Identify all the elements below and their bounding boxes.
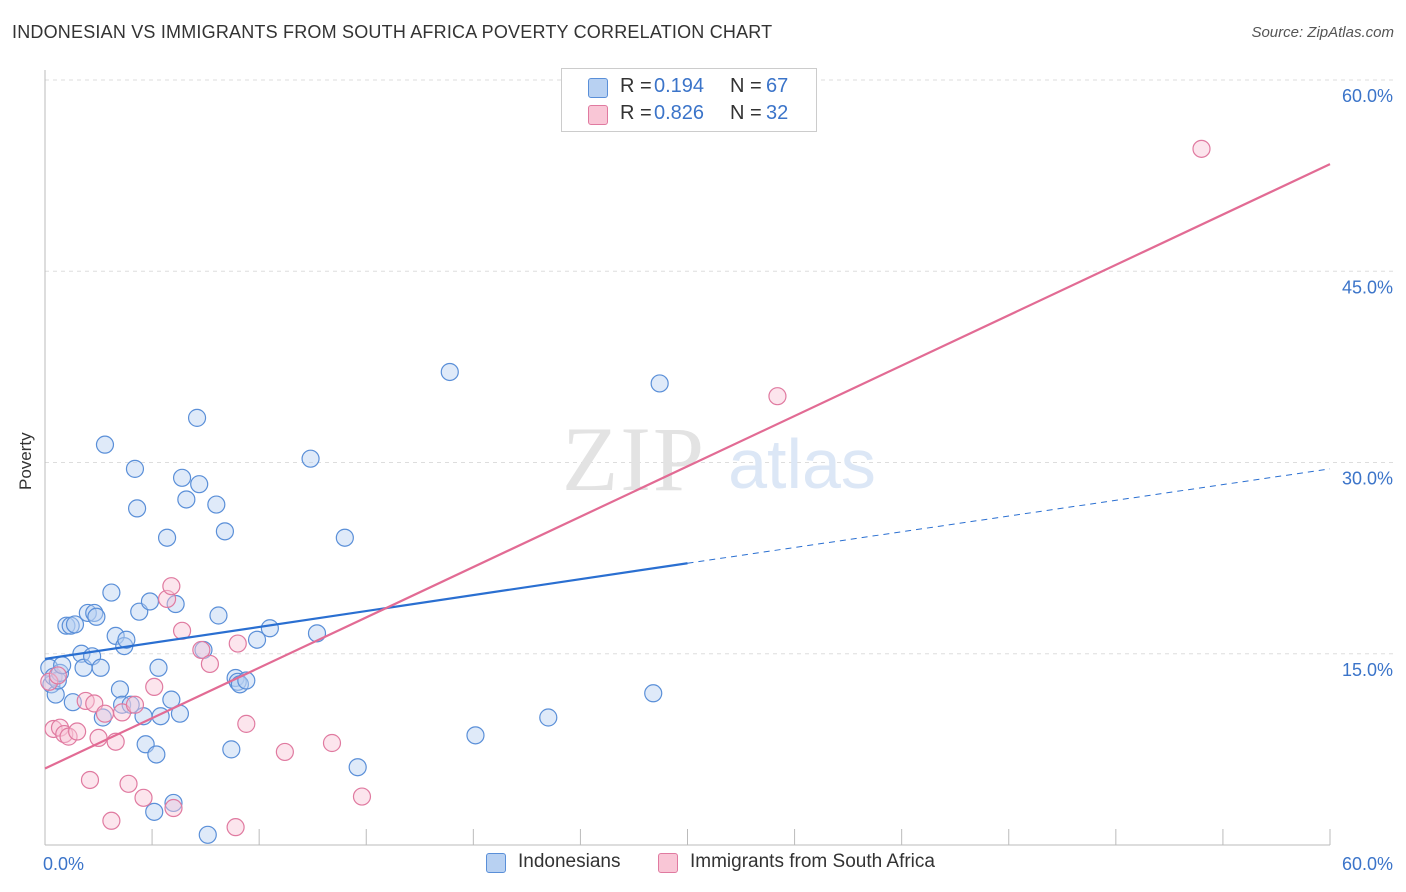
n-label: N =: [730, 102, 762, 124]
y-tick-label: 45.0%: [1342, 277, 1393, 297]
y-tick-label: 15.0%: [1342, 660, 1393, 680]
point-indonesians: [247, 630, 267, 649]
y-axis-label: Poverty: [16, 432, 35, 490]
point-indonesians: [209, 606, 228, 625]
point-south-africa: [768, 387, 787, 406]
point-indonesians: [301, 449, 320, 468]
legend-swatch-pink: [588, 105, 608, 125]
trend-line-indonesians-extrapolated: [687, 468, 1331, 564]
point-indonesians: [215, 522, 234, 541]
point-indonesians: [260, 619, 279, 638]
point-south-africa: [162, 577, 181, 596]
point-indonesians: [177, 490, 196, 509]
x-tick-label: 0.0%: [43, 854, 84, 874]
point-indonesians: [140, 592, 160, 611]
point-indonesians: [65, 615, 85, 634]
point-indonesians: [110, 680, 130, 699]
point-indonesians: [335, 528, 354, 547]
point-south-africa: [125, 695, 145, 714]
r-label: R =: [620, 75, 652, 97]
point-south-africa: [119, 774, 138, 793]
axes: [44, 70, 1331, 846]
point-south-africa: [164, 798, 183, 818]
point-indonesians: [63, 693, 82, 712]
watermark-atlas: atlas: [728, 425, 876, 503]
y-tick-label: 60.0%: [1342, 86, 1393, 106]
legend-swatch-blue: [588, 78, 608, 98]
point-south-africa: [134, 788, 153, 807]
trend-line-south-africa: [44, 163, 1331, 770]
point-south-africa: [352, 787, 372, 806]
point-indonesians: [117, 630, 136, 649]
legend-label: Immigrants from South Africa: [690, 851, 935, 872]
trend-lines: [44, 163, 1331, 770]
r-value: 0.826: [654, 102, 705, 124]
point-south-africa: [1192, 139, 1211, 158]
point-indonesians: [95, 435, 115, 454]
point-south-africa: [95, 704, 115, 723]
point-indonesians: [650, 374, 669, 393]
legend-swatch-blue: [486, 853, 506, 873]
point-indonesians: [127, 499, 147, 518]
point-indonesians: [166, 594, 185, 614]
point-indonesians: [149, 658, 168, 677]
point-indonesians: [539, 708, 558, 727]
point-indonesians: [466, 726, 485, 745]
point-indonesians: [145, 802, 164, 821]
point-south-africa: [145, 677, 164, 697]
y-tick-label: 30.0%: [1342, 469, 1393, 489]
point-indonesians: [198, 825, 217, 844]
point-indonesians: [157, 528, 177, 547]
point-south-africa: [59, 727, 78, 746]
point-indonesians: [78, 603, 97, 623]
legend-swatch-pink: [658, 853, 678, 873]
r-label: R =: [620, 102, 652, 124]
point-south-africa: [275, 742, 294, 762]
x-tick-label: 60.0%: [1342, 854, 1393, 874]
point-indonesians: [307, 624, 327, 643]
point-south-africa: [68, 722, 87, 741]
point-indonesians: [190, 475, 209, 494]
point-south-africa: [226, 818, 245, 837]
n-label: N =: [730, 75, 762, 97]
n-value: 32: [766, 102, 789, 124]
gridlines: [45, 79, 1395, 655]
point-south-africa: [80, 770, 100, 790]
point-south-africa: [237, 714, 256, 733]
point-indonesians: [207, 495, 226, 514]
point-indonesians: [147, 745, 166, 764]
point-indonesians: [172, 468, 192, 487]
series-indonesians: [40, 362, 669, 844]
legend-label: Indonesians: [518, 851, 621, 872]
point-south-africa: [200, 654, 220, 674]
point-indonesians: [164, 793, 183, 813]
series-legend: Indonesians Immigrants from South Africa: [0, 850, 1406, 878]
point-indonesians: [222, 740, 241, 759]
trend-line-indonesians: [44, 562, 688, 660]
r-value: 0.194: [654, 75, 705, 97]
source-credit: Source: ZipAtlas.com: [1251, 24, 1394, 41]
n-value: 67: [766, 75, 789, 97]
point-south-africa: [48, 666, 67, 685]
correlation-legend: R = 0.194 N = 67 R = 0.826 N = 32: [561, 68, 817, 132]
point-south-africa: [192, 640, 211, 660]
watermark-zip: ZIP: [562, 408, 706, 510]
point-south-africa: [322, 733, 342, 753]
point-indonesians: [644, 684, 663, 703]
point-indonesians: [440, 362, 459, 382]
point-indonesians: [348, 758, 367, 777]
chart-title: INDONESIAN VS IMMIGRANTS FROM SOUTH AFRI…: [12, 22, 773, 42]
point-south-africa: [44, 719, 63, 739]
point-indonesians: [125, 459, 145, 478]
point-indonesians: [102, 583, 121, 602]
point-south-africa: [102, 811, 121, 830]
point-indonesians: [91, 658, 110, 677]
point-indonesians: [187, 408, 207, 427]
point-indonesians: [87, 607, 106, 626]
watermark: ZIP atlas: [562, 408, 876, 510]
point-south-africa: [228, 634, 247, 653]
tick-labels: 15.0% 30.0% 45.0% 60.0% 0.0% 60.0%: [43, 86, 1393, 874]
series-south-africa: [40, 139, 1211, 837]
